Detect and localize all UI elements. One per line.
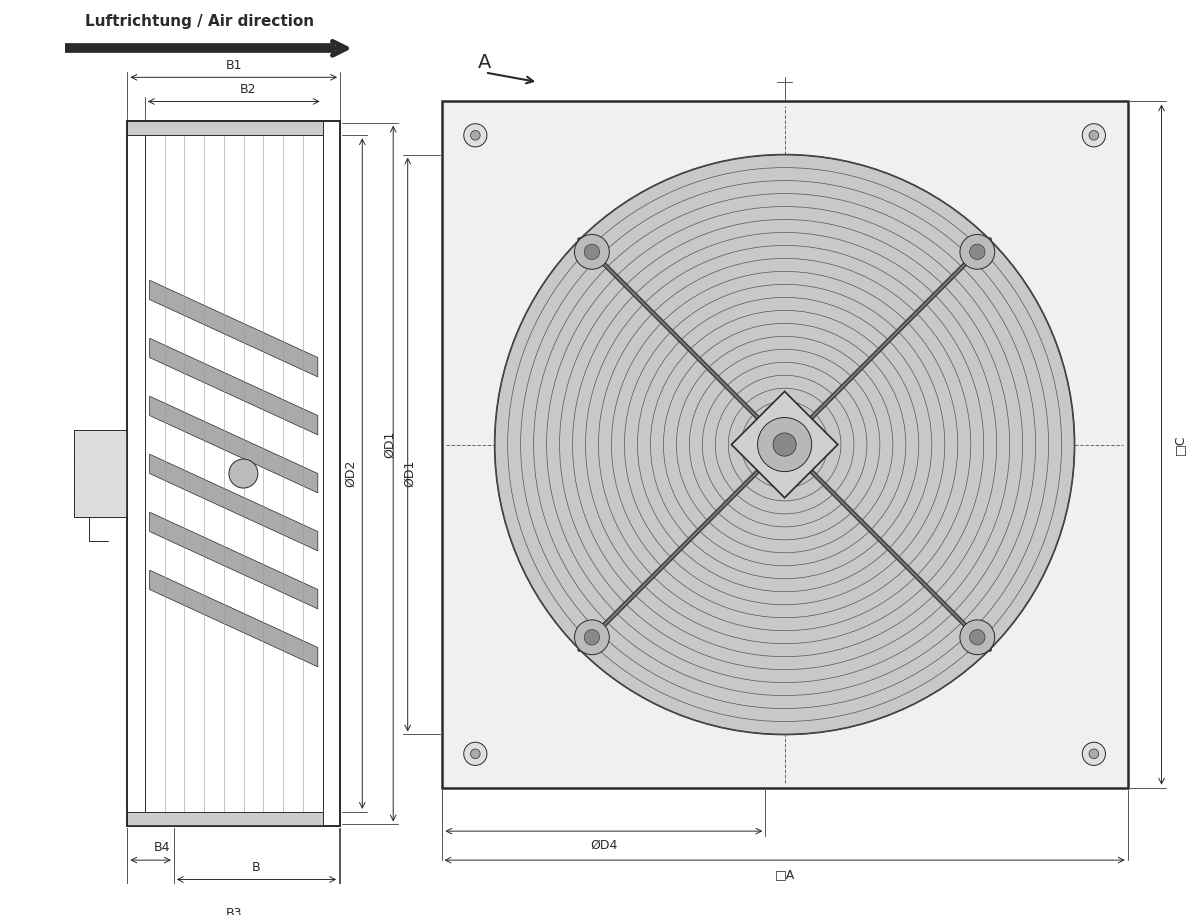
- Circle shape: [1082, 124, 1105, 147]
- Bar: [74, 430, 127, 517]
- Text: B2: B2: [240, 82, 257, 96]
- Circle shape: [584, 630, 600, 645]
- Text: B3: B3: [226, 907, 242, 915]
- Circle shape: [470, 749, 480, 759]
- Bar: [127, 121, 323, 135]
- Polygon shape: [150, 570, 318, 667]
- FancyBboxPatch shape: [442, 102, 1128, 788]
- Circle shape: [757, 417, 811, 471]
- Polygon shape: [150, 396, 318, 493]
- Circle shape: [773, 433, 797, 457]
- Text: □C: □C: [1174, 435, 1186, 455]
- Polygon shape: [150, 339, 318, 435]
- Polygon shape: [732, 392, 838, 498]
- Text: B1: B1: [226, 59, 242, 71]
- Text: ØD1: ØD1: [403, 460, 416, 488]
- Polygon shape: [150, 512, 318, 608]
- Circle shape: [1082, 742, 1105, 766]
- Text: ØD2: ØD2: [344, 460, 358, 488]
- Text: A: A: [479, 53, 492, 72]
- Circle shape: [575, 619, 610, 654]
- Circle shape: [960, 619, 995, 654]
- Text: ØD4: ØD4: [590, 839, 618, 852]
- Circle shape: [470, 131, 480, 140]
- Circle shape: [463, 124, 487, 147]
- Circle shape: [584, 244, 600, 260]
- Circle shape: [229, 459, 258, 488]
- Text: Luftrichtung / Air direction: Luftrichtung / Air direction: [85, 14, 314, 29]
- Bar: [127, 812, 323, 826]
- Bar: [127, 121, 340, 826]
- Circle shape: [575, 234, 610, 269]
- Circle shape: [463, 742, 487, 766]
- Circle shape: [494, 155, 1074, 735]
- Circle shape: [1090, 749, 1099, 759]
- Polygon shape: [150, 454, 318, 551]
- Circle shape: [960, 234, 995, 269]
- Text: B4: B4: [154, 841, 170, 855]
- Circle shape: [1090, 131, 1099, 140]
- Text: □A: □A: [774, 867, 794, 881]
- Polygon shape: [150, 280, 318, 377]
- Text: B: B: [252, 861, 260, 874]
- Text: ØD1: ØD1: [383, 431, 396, 458]
- Circle shape: [970, 244, 985, 260]
- Circle shape: [970, 630, 985, 645]
